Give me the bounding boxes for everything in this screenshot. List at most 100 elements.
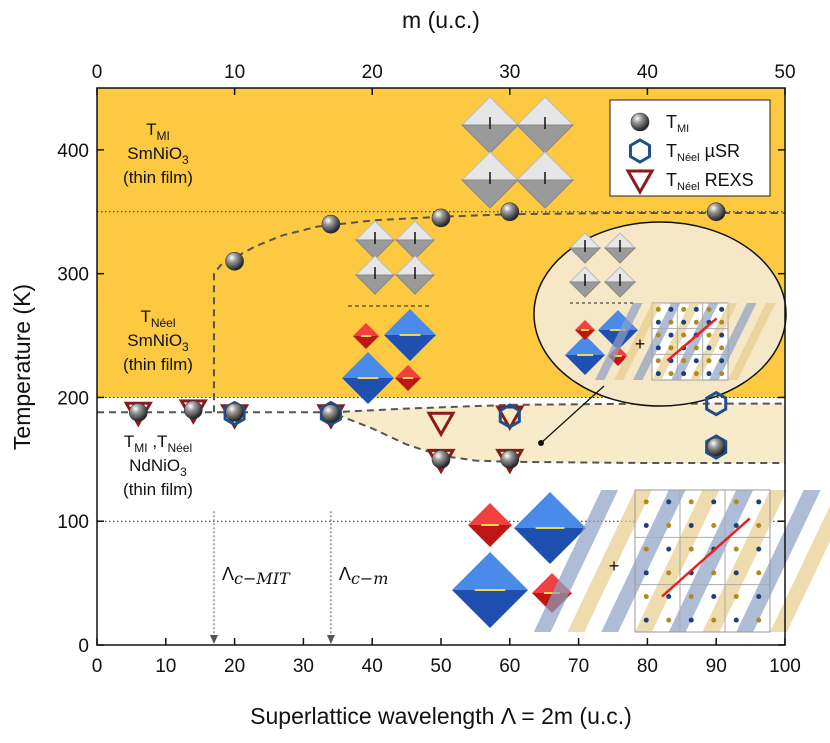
atom xyxy=(688,594,694,599)
annotation-subscript: 3 xyxy=(182,153,189,167)
lattice-stripe xyxy=(567,490,652,632)
y-tick-label: 200 xyxy=(57,388,89,409)
annotation-subscript: 3 xyxy=(182,340,189,354)
atom xyxy=(643,594,649,599)
octahedron xyxy=(575,320,595,330)
annotation: (thin film) xyxy=(123,355,193,374)
annotation: SmNiO3 xyxy=(127,331,189,354)
x2-tick-label: 20 xyxy=(362,62,383,83)
atom xyxy=(643,499,649,505)
atom xyxy=(711,617,717,623)
zoom-dot xyxy=(538,440,544,446)
atom xyxy=(688,617,694,623)
atom xyxy=(688,499,694,505)
x2-tick-label: 30 xyxy=(499,62,520,83)
lattice-stripe xyxy=(635,490,720,632)
guide-line xyxy=(212,212,785,413)
atom xyxy=(655,345,661,351)
x-tick-label: 100 xyxy=(769,656,801,677)
hexagon-marker xyxy=(498,403,521,429)
x-tick-label: 0 xyxy=(92,656,103,677)
annotation-subscript: Néel xyxy=(151,316,176,330)
lattice-stripe xyxy=(702,490,787,632)
atom xyxy=(681,371,687,377)
phase-band xyxy=(330,403,785,464)
y-tick-label: 100 xyxy=(57,512,89,533)
atom xyxy=(693,358,699,364)
triangle-marker xyxy=(625,169,655,196)
annotation-text: NdNiO xyxy=(129,456,180,475)
atom xyxy=(756,546,762,552)
atom xyxy=(711,499,717,505)
atom xyxy=(733,617,739,623)
x2-tick-label: 0 xyxy=(92,62,103,83)
y-tick-label: 300 xyxy=(57,265,89,286)
atom xyxy=(711,594,717,599)
annotation-text: T xyxy=(140,307,150,326)
critical-subscript: c−MIT xyxy=(234,569,291,588)
lattice-frame xyxy=(634,489,771,633)
lattice-stripe xyxy=(533,490,619,632)
sphere-marker xyxy=(321,404,341,423)
annotation-text: SmNiO xyxy=(127,144,182,163)
x2-tick-label: 50 xyxy=(774,62,795,83)
atom xyxy=(706,345,712,351)
x-axis-label: Superlattice wavelength Λ = 2m (u.c.) xyxy=(250,703,632,729)
atom xyxy=(756,499,762,505)
atom xyxy=(719,306,725,312)
atom xyxy=(643,523,649,528)
atom xyxy=(655,306,661,312)
atom xyxy=(733,570,739,576)
legend-subscript: Néel xyxy=(677,152,700,164)
atom xyxy=(666,570,672,576)
octahedron xyxy=(353,323,379,336)
annotation: (thin film) xyxy=(123,168,193,187)
octahedron xyxy=(514,528,586,564)
legend-suffix: µSR xyxy=(700,141,740,161)
octahedron xyxy=(452,590,528,628)
octahedron xyxy=(395,378,421,391)
legend-subscript: MI xyxy=(677,123,689,135)
annotation-subscript: 3 xyxy=(180,465,187,479)
annotation: SmNiO3 xyxy=(127,144,189,167)
atom xyxy=(719,371,725,377)
lattice-stripe xyxy=(614,303,662,380)
atom xyxy=(668,306,674,312)
annotation-text: T xyxy=(146,120,156,139)
atom xyxy=(666,546,672,552)
sphere-marker xyxy=(500,450,520,469)
atom xyxy=(693,319,699,325)
octahedron xyxy=(468,525,512,547)
x-tick-label: 70 xyxy=(568,656,589,677)
annotation-text: T xyxy=(124,432,134,451)
legend-label: TNéel REXS xyxy=(666,170,754,193)
atom xyxy=(719,345,725,351)
annotation-text: SmNiO xyxy=(127,331,182,350)
x-tick-label: 30 xyxy=(293,656,314,677)
atom xyxy=(643,617,649,623)
annotation-text: (thin film) xyxy=(123,168,193,187)
hexagon-marker xyxy=(705,434,728,460)
hexagon-marker xyxy=(628,138,652,164)
sphere-marker xyxy=(706,437,726,457)
atom xyxy=(681,332,687,338)
atom xyxy=(668,332,674,338)
x2-tick-label: 10 xyxy=(224,62,245,83)
x-tick-label: 80 xyxy=(637,656,658,677)
octahedron xyxy=(468,503,512,525)
lattice-stripe xyxy=(728,303,776,380)
annotation: TMI xyxy=(146,120,170,143)
triangle-marker xyxy=(495,405,525,432)
y-tick-label: 0 xyxy=(78,636,89,657)
annotation-subscript: MI xyxy=(134,441,147,455)
annotation: (thin film) xyxy=(123,480,193,499)
zoom-pointer xyxy=(540,385,605,444)
y-axis-label: Temperature (K) xyxy=(9,284,35,450)
annotation: TMI ,TNéel xyxy=(124,432,192,455)
atom xyxy=(756,617,762,623)
critical-arrow xyxy=(326,635,335,644)
guide-line xyxy=(330,402,785,414)
atom xyxy=(719,319,725,325)
octahedron xyxy=(575,330,595,340)
